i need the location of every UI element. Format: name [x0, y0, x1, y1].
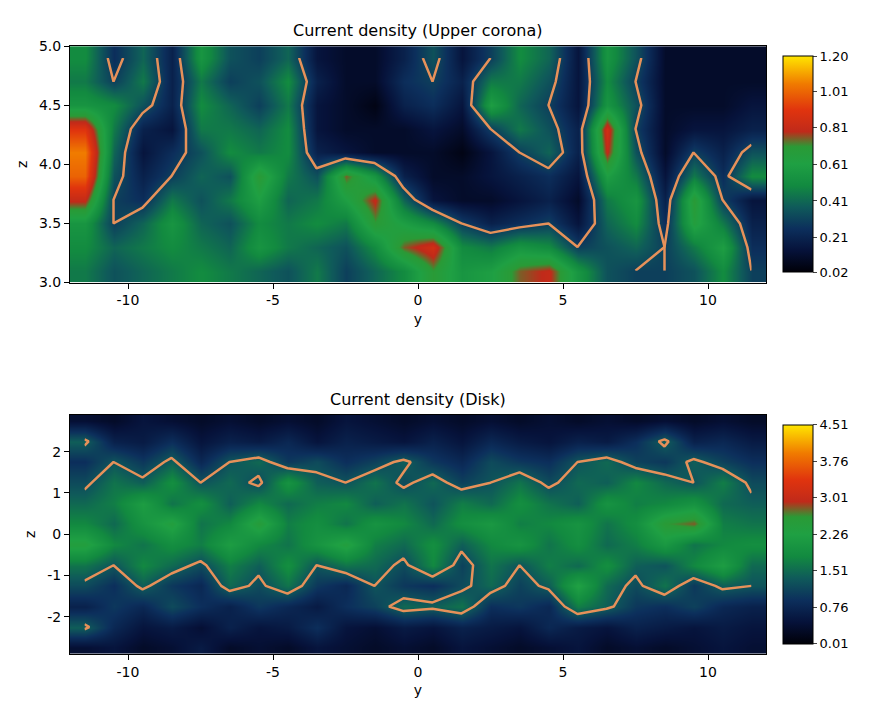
svg-text:1: 1 — [52, 485, 61, 501]
svg-text:z: z — [14, 161, 30, 168]
svg-text:0: 0 — [414, 664, 423, 680]
svg-text:-5: -5 — [266, 664, 280, 680]
svg-text:3.01: 3.01 — [820, 490, 849, 505]
svg-text:-5: -5 — [266, 292, 280, 308]
svg-text:2: 2 — [52, 444, 61, 460]
svg-text:1.20: 1.20 — [820, 49, 849, 64]
svg-text:10: 10 — [699, 664, 717, 680]
svg-text:3.5: 3.5 — [39, 215, 61, 231]
svg-text:0: 0 — [52, 526, 61, 542]
svg-text:0.61: 0.61 — [820, 157, 849, 172]
svg-text:3.76: 3.76 — [820, 454, 849, 469]
svg-text:y: y — [414, 682, 422, 698]
svg-text:4.5: 4.5 — [39, 97, 61, 113]
svg-text:0.81: 0.81 — [820, 120, 849, 135]
svg-text:5: 5 — [559, 292, 568, 308]
svg-text:5.0: 5.0 — [39, 38, 61, 54]
svg-text:Current density (Upper corona): Current density (Upper corona) — [293, 21, 543, 40]
svg-text:2.26: 2.26 — [820, 527, 849, 542]
svg-text:1.51: 1.51 — [820, 563, 849, 578]
svg-text:-2: -2 — [47, 609, 61, 625]
svg-text:Current density (Disk): Current density (Disk) — [330, 390, 506, 409]
svg-text:4.0: 4.0 — [39, 156, 61, 172]
svg-text:10: 10 — [699, 292, 717, 308]
svg-text:y: y — [414, 311, 422, 327]
svg-text:0: 0 — [414, 292, 423, 308]
svg-text:0.01: 0.01 — [820, 636, 849, 651]
svg-text:-10: -10 — [117, 292, 140, 308]
svg-text:z: z — [22, 531, 38, 538]
svg-text:0.41: 0.41 — [820, 193, 849, 208]
svg-text:0.02: 0.02 — [820, 265, 849, 280]
svg-text:0.76: 0.76 — [820, 600, 849, 615]
svg-text:4.51: 4.51 — [820, 417, 849, 432]
svg-text:5: 5 — [559, 664, 568, 680]
svg-text:3.0: 3.0 — [39, 274, 61, 290]
svg-text:-1: -1 — [47, 567, 61, 583]
svg-text:0.21: 0.21 — [820, 230, 849, 245]
svg-text:-10: -10 — [117, 664, 140, 680]
svg-text:1.01: 1.01 — [820, 84, 849, 99]
